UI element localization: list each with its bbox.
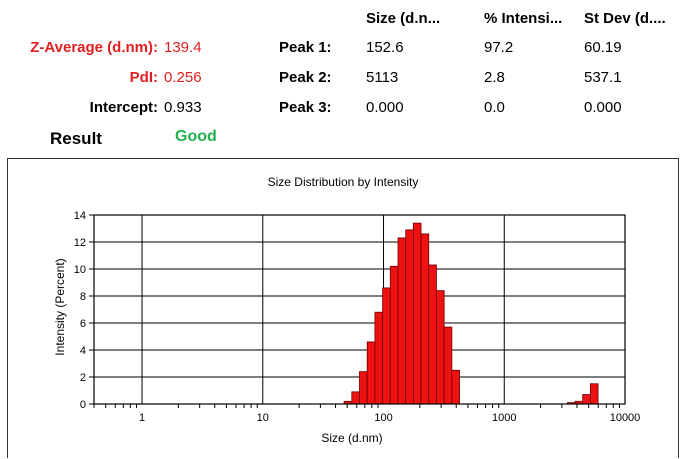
x-tick-label: 1000: [492, 412, 516, 424]
header-stdev: St Dev (d....: [584, 10, 666, 27]
y-tick-label: 12: [74, 237, 86, 249]
result-label: Result: [50, 129, 102, 148]
y-tick-label: 2: [80, 372, 86, 384]
peak-1-intensity: 97.2: [484, 39, 514, 56]
y-tick-label: 4: [80, 345, 86, 357]
intercept-label: Intercept:: [89, 99, 158, 116]
histogram-bar: [582, 394, 591, 405]
peak-2-label: Peak 2:: [279, 69, 332, 86]
histogram-bar: [351, 391, 360, 405]
intercept-value: 0.933: [164, 99, 202, 116]
result-value: Good: [175, 128, 217, 145]
x-tick-label: 1: [139, 412, 145, 424]
histogram-bar: [366, 341, 376, 405]
peak-1-label: Peak 1:: [279, 39, 332, 56]
histogram-bar: [397, 237, 407, 405]
y-tick-label: 0: [80, 399, 86, 411]
histogram-bar: [428, 264, 437, 405]
peak-3-stdev: 0.000: [584, 99, 622, 116]
chart-panel: Size Distribution by Intensity 0 2 4 6 8 10 12…: [7, 158, 679, 458]
y-tick-label: 8: [80, 291, 86, 303]
histogram-bar: [589, 383, 599, 405]
pdi-value: 0.256: [164, 69, 202, 86]
histogram-bar: [420, 233, 430, 405]
z-average-value: 139.4: [164, 39, 202, 56]
y-tick-label: 6: [80, 318, 86, 330]
histogram-bar: [389, 265, 399, 405]
histogram-bar: [405, 229, 414, 405]
x-tick-label: 10: [257, 412, 269, 424]
y-axis-label: Intensity (Percent): [53, 258, 67, 355]
histogram-bar: [382, 287, 391, 405]
peak-2-stdev: 537.1: [584, 69, 622, 86]
plot-frame: [93, 214, 626, 405]
header-size: Size (d.n...: [366, 10, 441, 27]
peak-1-size: 152.6: [366, 39, 404, 56]
x-tick-label: 10000: [610, 412, 641, 424]
histogram-bar: [374, 311, 383, 405]
histogram-bar: [359, 371, 368, 405]
histogram-bar: [451, 369, 460, 405]
y-tick-label: 14: [74, 210, 86, 222]
histogram-bar: [443, 326, 453, 405]
peak-3-label: Peak 3:: [279, 99, 332, 116]
x-axis-label: Size (d.nm): [321, 431, 382, 445]
size-distribution-chart: Size Distribution by Intensity 0 2 4 6 8 10 12…: [53, 175, 641, 445]
chart-title: Size Distribution by Intensity: [268, 175, 419, 189]
peak-3-size: 0.000: [366, 99, 404, 116]
header-intensity: % Intensi...: [484, 10, 563, 27]
histogram-bar: [412, 222, 422, 405]
peak-3-intensity: 0.0: [484, 99, 505, 116]
y-tick-label: 10: [74, 264, 86, 276]
peak-2-size: 5113: [366, 69, 399, 86]
pdi-label: PdI:: [129, 69, 158, 86]
z-average-label: Z-Average (d.nm):: [30, 39, 158, 56]
x-tick-label: 100: [374, 412, 392, 424]
peak-1-stdev: 60.19: [584, 39, 622, 56]
peak-2-intensity: 2.8: [484, 69, 505, 86]
histogram-bar: [436, 290, 445, 405]
